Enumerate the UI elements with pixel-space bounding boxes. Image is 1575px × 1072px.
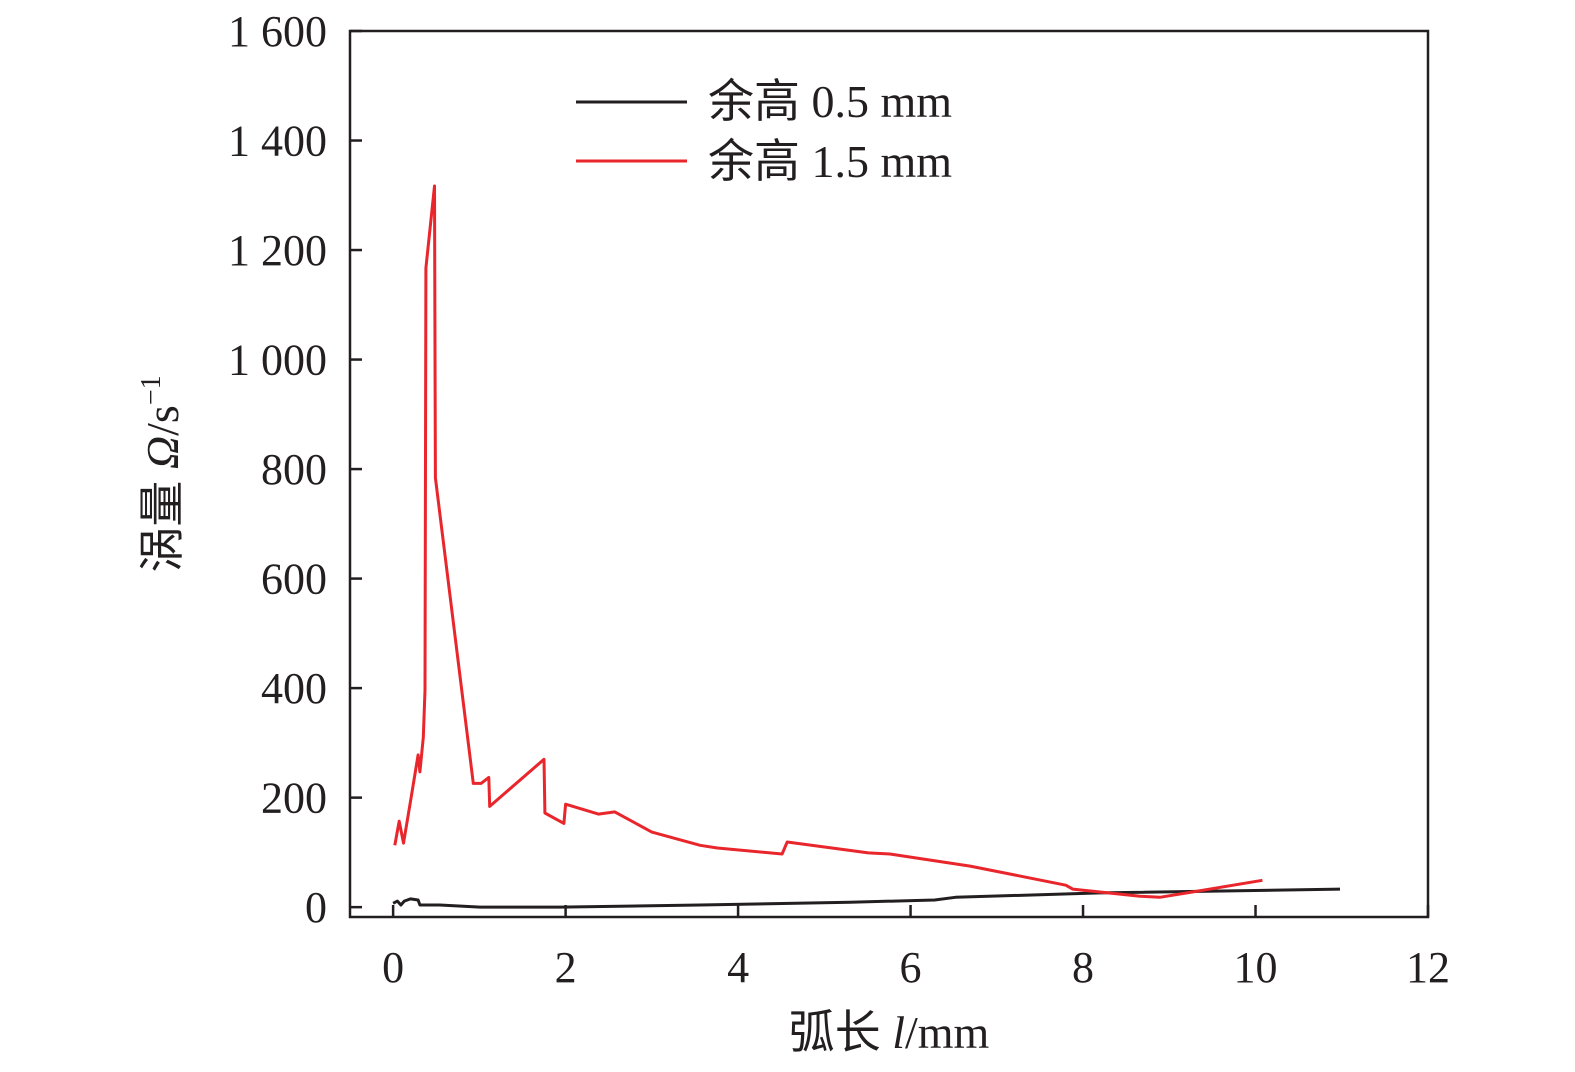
- legend-label-0: 余高 0.5 mm: [708, 76, 952, 127]
- x-tick-label: 10: [1234, 943, 1278, 992]
- x-tick-label: 6: [900, 943, 922, 992]
- series-line-1: [393, 184, 1263, 899]
- x-axis: 0 2 4 6 8 10 12: [382, 905, 1450, 992]
- x-tick-label: 8: [1072, 943, 1094, 992]
- plot-frame: [348, 29, 1430, 919]
- y-tick-label: 1 400: [228, 117, 327, 166]
- x-axis-label: 弧长 l/mm: [789, 1007, 990, 1058]
- x-tick-label: 12: [1406, 943, 1450, 992]
- y-axis-label: 涡量 Ω/s−1: [136, 375, 188, 572]
- series-line-0: [392, 887, 1341, 909]
- series-lines: [392, 184, 1341, 909]
- y-tick-label: 200: [261, 774, 327, 823]
- y-tick-label: 1 600: [228, 7, 327, 56]
- y-tick-label: 1 200: [228, 226, 327, 275]
- y-tick-label: 400: [261, 664, 327, 713]
- y-axis: 0 200 400 600 800 1 000 1 200 1 400 1 600: [228, 7, 362, 932]
- legend-label-1: 余高 1.5 mm: [708, 136, 952, 187]
- y-tick-label: 1 000: [228, 336, 327, 385]
- y-tick-label: 600: [261, 555, 327, 604]
- legend: 余高 0.5 mm 余高 1.5 mm: [576, 76, 952, 187]
- y-tick-label: 800: [261, 445, 327, 494]
- y-tick-label: 0: [305, 883, 327, 932]
- x-tick-label: 4: [727, 943, 749, 992]
- x-tick-label: 2: [555, 943, 577, 992]
- x-tick-label: 0: [382, 943, 404, 992]
